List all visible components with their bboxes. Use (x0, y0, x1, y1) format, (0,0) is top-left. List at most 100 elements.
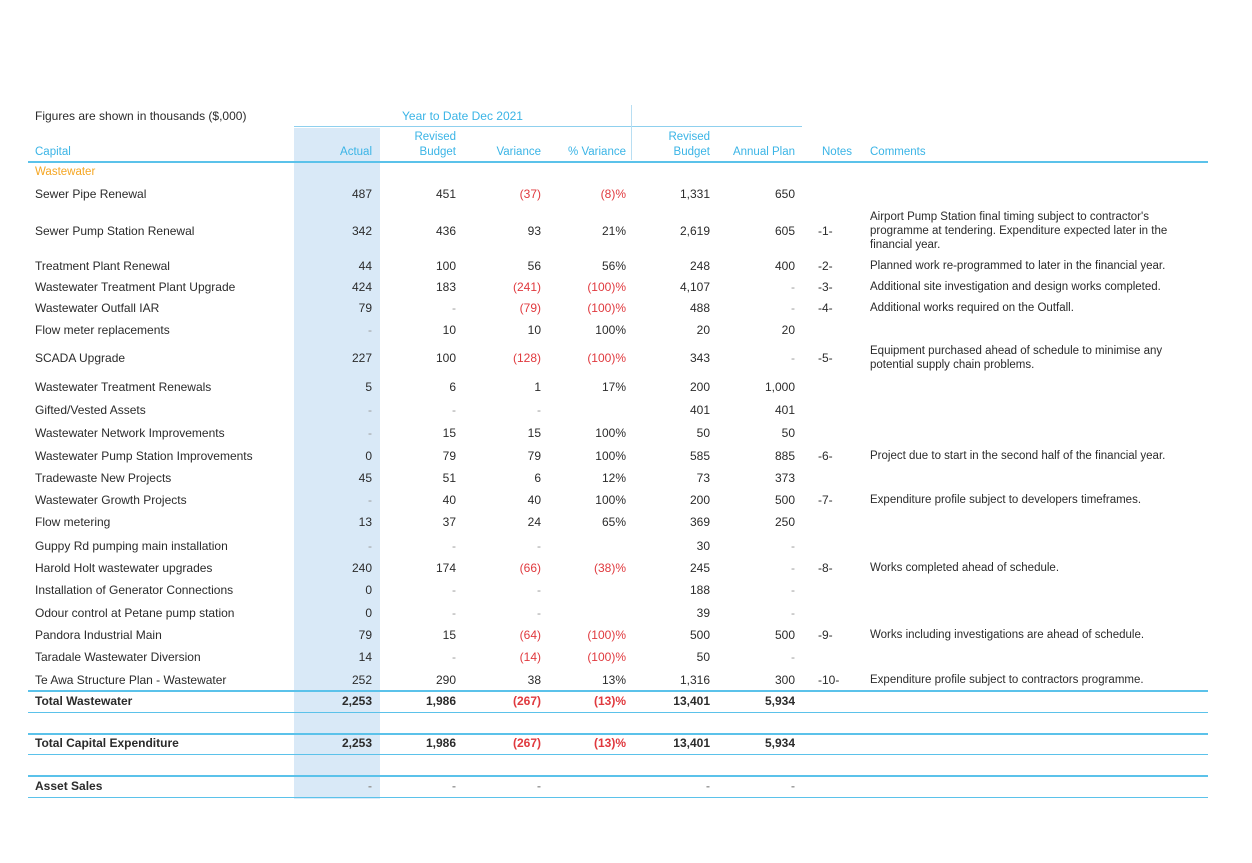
total-variance: (267) (512, 694, 541, 708)
notes-header: Notes (822, 146, 853, 158)
total-wastewater-underline (28, 712, 1208, 713)
section-label: Wastewater (35, 166, 96, 178)
total-actual: 2,253 (341, 694, 372, 708)
asset-sales-rule (28, 775, 1208, 777)
row-annual-plan: - (791, 539, 795, 553)
row-actual: 487 (351, 187, 372, 201)
row-annual-revised-budget: 1,331 (679, 187, 710, 201)
row-annual-plan: 500 (774, 628, 795, 642)
row-revised-budget: 183 (435, 280, 456, 294)
row-pct-variance: (100)% (587, 650, 626, 664)
row-name: Taradale Wastewater Diversion (35, 650, 201, 664)
row-revised-budget: 10 (442, 323, 456, 337)
row-actual: 79 (358, 628, 372, 642)
total-revised-budget: - (452, 779, 456, 793)
row-variance: 15 (527, 426, 541, 440)
row-annual-plan: 1,000 (764, 380, 795, 394)
row-annual-revised-budget: 50 (696, 650, 710, 664)
total-actual: - (368, 779, 372, 793)
row-revised-budget: 451 (435, 187, 456, 201)
row-annual-revised-budget: 401 (689, 403, 710, 417)
row-name: Installation of Generator Connections (35, 583, 234, 597)
row-revised-budget: 174 (435, 561, 456, 575)
row-revised-budget: 100 (435, 351, 456, 365)
row-name: Gifted/Vested Assets (35, 403, 146, 417)
total-wastewater-rule (28, 690, 1208, 692)
row-name: Wastewater Treatment Plant Upgrade (35, 280, 236, 294)
row-annual-revised-budget: 4,107 (679, 280, 710, 294)
row-variance: 93 (527, 224, 541, 238)
units-note: Figures are shown in thousands ($,000) (35, 109, 247, 123)
row-actual: 252 (351, 673, 372, 687)
row-actual: 342 (351, 224, 372, 238)
row-revised-budget: - (452, 606, 456, 620)
row-name: Wastewater Network Improvements (35, 426, 225, 440)
ytd-underline (294, 126, 631, 127)
row-actual: 44 (358, 259, 372, 273)
row-note: -3- (818, 280, 833, 294)
row-comment: Planned work re-programmed to later in t… (870, 260, 1166, 272)
total-capex-underline (28, 754, 1208, 755)
row-annual-plan: 50 (781, 426, 795, 440)
row-actual: 79 (358, 301, 372, 315)
row-name: Flow meter replacements (35, 323, 170, 337)
total-capex-rule (28, 733, 1208, 735)
row-comment: Additional works required on the Outfall… (870, 302, 1074, 314)
row-annual-plan: 300 (774, 673, 795, 687)
row-note: -7- (818, 493, 833, 507)
total-name: Total Wastewater (35, 694, 133, 708)
row-revised-budget: - (452, 301, 456, 315)
row-variance: (66) (519, 561, 541, 575)
row-revised-budget: 40 (442, 493, 456, 507)
row-annual-plan: 401 (774, 403, 795, 417)
actual-header: Actual (340, 146, 372, 158)
row-actual: 45 (358, 471, 372, 485)
row-variance: 6 (534, 471, 541, 485)
total-annual-plan: - (791, 779, 795, 793)
row-note: -6- (818, 449, 833, 463)
row-variance: (37) (519, 187, 541, 201)
row-annual-plan: 500 (774, 493, 795, 507)
total-revised-budget: 1,986 (425, 694, 456, 708)
row-annual-revised-budget: 343 (689, 351, 710, 365)
row-annual-plan: 400 (774, 259, 795, 273)
row-annual-plan: 20 (781, 323, 795, 337)
row-annual-plan: 605 (774, 224, 795, 238)
row-actual: 14 (358, 650, 372, 664)
row-actual: 0 (365, 606, 372, 620)
ytd-header: Year to Date Dec 2021 (402, 109, 523, 123)
row-actual: 424 (351, 280, 372, 294)
annual-underline (632, 126, 802, 127)
row-variance: 38 (527, 673, 541, 687)
row-annual-revised-budget: 1,316 (679, 673, 710, 687)
row-actual: - (368, 493, 372, 507)
row-pct-variance: 21% (601, 224, 626, 238)
row-actual: 13 (358, 515, 372, 529)
row-revised-budget: - (452, 583, 456, 597)
row-revised-budget: 436 (435, 224, 456, 238)
row-revised-budget: 51 (442, 471, 456, 485)
row-annual-plan: - (791, 650, 795, 664)
row-pct-variance: 17% (601, 380, 626, 394)
row-pct-variance: 65% (601, 515, 626, 529)
row-annual-revised-budget: 585 (689, 449, 710, 463)
row-revised-budget: 79 (442, 449, 456, 463)
row-annual-plan: 250 (774, 515, 795, 529)
row-revised-budget: 15 (442, 426, 456, 440)
row-annual-revised-budget: 248 (689, 259, 710, 273)
total-annual-revised-budget: - (706, 779, 710, 793)
annual-revised-header-2: Budget (673, 146, 710, 158)
total-annual-plan: 5,934 (764, 694, 795, 708)
row-name: Wastewater Outfall IAR (35, 301, 160, 315)
row-pct-variance: 12% (601, 471, 626, 485)
row-annual-revised-budget: 73 (696, 471, 710, 485)
revised-budget-header-2: Budget (419, 146, 456, 158)
row-pct-variance: 13% (601, 673, 626, 687)
row-note: -1- (818, 224, 833, 238)
variance-header: Variance (496, 146, 541, 158)
row-annual-revised-budget: 30 (696, 539, 710, 553)
row-variance: 1 (534, 380, 541, 394)
row-pct-variance: (100)% (587, 351, 626, 365)
total-annual-revised-budget: 13,401 (673, 736, 710, 750)
row-annual-revised-budget: 39 (696, 606, 710, 620)
